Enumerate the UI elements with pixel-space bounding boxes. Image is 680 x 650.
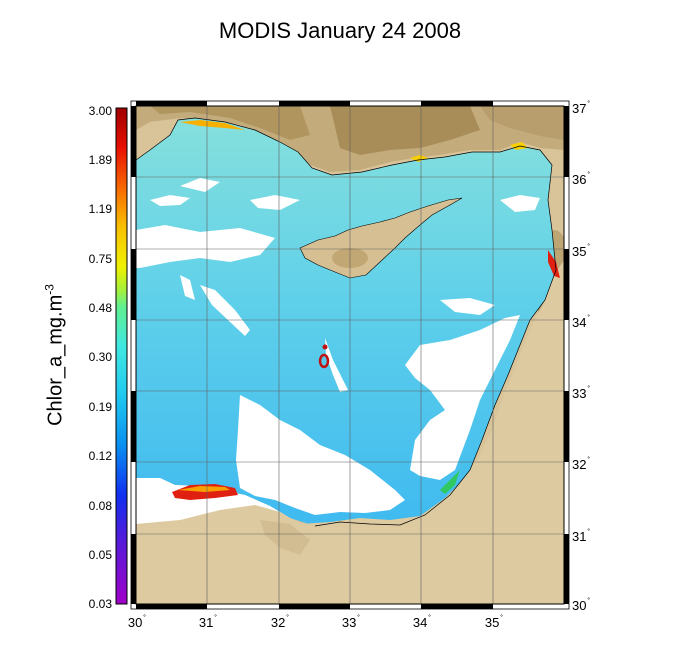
colorbar <box>115 107 128 605</box>
colorbar-tick: 0.19 <box>88 400 112 414</box>
lat-label: 35˚ <box>572 243 591 259</box>
lat-label: 34˚ <box>572 314 591 330</box>
colorbar-tick: 0.12 <box>88 449 112 463</box>
lon-label: 34˚ <box>412 614 432 630</box>
lon-label: 30˚ <box>127 614 147 630</box>
colorbar-tick: 1.19 <box>88 202 112 216</box>
lon-label: 31˚ <box>198 614 218 630</box>
colorbar-tick: 0.08 <box>88 499 112 513</box>
lat-lon-grid <box>136 106 564 604</box>
colorbar-tick: 3.00 <box>88 104 112 118</box>
lon-label: 32˚ <box>270 614 290 630</box>
lat-label: 33˚ <box>572 385 591 401</box>
lat-label: 37˚ <box>572 100 591 116</box>
map-frame-ticks <box>131 101 569 609</box>
lat-label: 36˚ <box>572 171 591 187</box>
colorbar-tick: 0.03 <box>88 597 112 611</box>
lat-label: 30˚ <box>572 597 591 613</box>
lon-label: 35˚ <box>484 614 504 630</box>
colorbar-tick: 0.75 <box>88 252 112 266</box>
lon-label: 33˚ <box>341 614 361 630</box>
colorbar-tick: 0.05 <box>88 548 112 562</box>
colorbar-tick: 0.30 <box>88 350 112 364</box>
colorbar-tick: 0.48 <box>88 301 112 315</box>
lat-label: 31˚ <box>572 528 591 544</box>
map-title: MODIS January 24 2008 <box>218 18 462 43</box>
colorbar-tick: 1.89 <box>88 153 112 167</box>
egypt-coast <box>136 260 564 604</box>
map-area <box>136 106 564 604</box>
no-data-patches <box>136 178 540 524</box>
lat-label: 32˚ <box>572 456 591 472</box>
